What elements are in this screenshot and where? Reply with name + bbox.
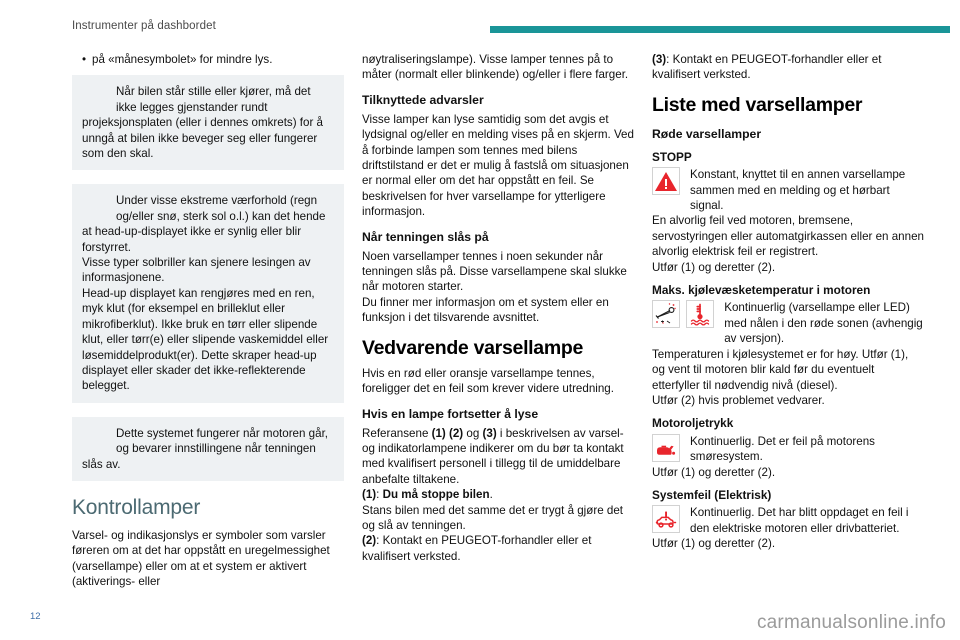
action-item-1-period: . xyxy=(489,488,493,502)
list-item: • på «månesymbolet» for mindre lys. xyxy=(82,52,344,67)
action-item-1-rest: Stans bilen med det samme det er trygt å… xyxy=(362,503,623,532)
info-icon xyxy=(88,426,110,456)
action-item-3-label: (3) xyxy=(652,53,667,66)
vedvarende-body: Hvis en rød eller oransje varsellampe te… xyxy=(362,366,614,396)
lamp-action-oil: Utfør (1) og deretter (2). xyxy=(652,465,776,479)
action-item-2: (2): Kontakt en PEUGEOT-forhandler eller… xyxy=(362,533,634,564)
lamp-inline-electric: Kontinuerlig. Det har blitt oppdaget en … xyxy=(690,506,909,535)
kontrollamper-body: Varsel- og indikasjonslys er symboler so… xyxy=(72,528,330,589)
lamp-name-coolant: Maks. kjølevæsketemperatur i motoren xyxy=(652,283,871,298)
lamp-name-stopp: STOPP xyxy=(652,149,692,164)
callout-info-line-1: Visse typer solbriller kan sjenere lesin… xyxy=(82,256,311,285)
lamp-inline-coolant: Kontinuerlig (varsellampe eller LED) med… xyxy=(724,301,923,346)
callout-warning: Når bilen står stille eller kjører, må d… xyxy=(72,75,344,171)
info-icon xyxy=(88,193,110,223)
continuation-paragraph: nøytraliseringslampe). Visse lamper tenn… xyxy=(362,53,629,82)
tilknyttede-advarsler-body: Visse lamper kan lyse samtidig som det a… xyxy=(362,112,634,219)
lamp-name-electric: Systemfeil (Elektrisk) xyxy=(652,487,772,502)
page-content: • på «månesymbolet» for mindre lys. Når … xyxy=(0,52,960,592)
section-title-vedvarende: Vedvarende varsellampe xyxy=(362,336,584,359)
warning-exclamation-icon xyxy=(88,84,110,114)
bullet-dot-icon: • xyxy=(82,53,87,66)
column-3: (3): Kontakt en PEUGEOT-forhandler eller… xyxy=(652,52,924,554)
lamp-icon-group xyxy=(652,505,683,534)
referanser-post: i beskrivelsen av varsel- og indikatorla… xyxy=(362,426,624,486)
lamp-entry-coolant: Maks. kjølevæsketemperatur i motoren xyxy=(652,283,924,408)
heading-hvis-en-lampe: Hvis en lampe fortsetter å lyse xyxy=(362,406,539,421)
action-item-2-colon: : xyxy=(376,534,383,548)
action-item-2-label: (2) xyxy=(362,534,377,548)
spanner-svg xyxy=(655,303,676,325)
bullet-text: på «månesymbolet» for mindre lys. xyxy=(92,53,273,66)
lamp-action-coolant: Utfør (2) hvis problemet vedvarer. xyxy=(652,393,825,407)
callout-info-text: Under visse ekstreme værforhold (regn og… xyxy=(82,194,326,254)
page-number: 12 xyxy=(30,611,41,622)
lamp-inline-stopp: Konstant, knyttet til en annen varsellam… xyxy=(690,168,906,213)
action-item-1-bold: Du må stoppe bilen xyxy=(382,488,490,502)
callout-info-engine: Dette systemet fungerer når motoren går,… xyxy=(72,416,344,481)
action-item-1: (1): Du må stoppe bilen. xyxy=(362,487,634,502)
page-footer: 12 carmanualsonline.info xyxy=(0,594,960,640)
oil-can-svg xyxy=(657,445,676,455)
page-title: Instrumenter på dashbordet xyxy=(72,20,216,32)
action-item-3-colon: : xyxy=(666,53,673,66)
lamp-entry-stopp: STOPP Konstant, knyttet til en annen var… xyxy=(652,150,924,275)
heading-rode-varsellamper: Røde varsellamper xyxy=(652,126,762,141)
action-item-2-text: Kontakt en PEUGEOT-forhandler eller et k… xyxy=(362,534,592,563)
warning-triangle-icon xyxy=(652,167,680,196)
callout-warning-text: Når bilen står stille eller kjører, må d… xyxy=(82,85,324,161)
lamp-icon-group xyxy=(652,167,683,196)
naar-tenningen-body-b: Du finner mer informasjon om et system e… xyxy=(362,295,609,325)
lamp-entry-oil: Motoroljetrykk Kontinuerlig. Det er feil… xyxy=(652,416,924,480)
referanser-mid: og xyxy=(463,426,483,440)
electric-car-fault-icon xyxy=(652,505,680,534)
heading-naar-tenningen: Når tenningen slås på xyxy=(362,229,489,244)
column-1: • på «månesymbolet» for mindre lys. Når … xyxy=(72,52,344,590)
callout-info-line-2: Head-up displayet kan rengjøres med en r… xyxy=(82,286,329,393)
lamp-name-oil: Motoroljetrykk xyxy=(652,416,734,431)
callout-info-display: Under visse ekstreme værforhold (regn og… xyxy=(72,184,344,403)
lamp-entry-electric: Systemfeil (Elektrisk) xyxy=(652,488,924,552)
heading-tilknyttede-advarsler: Tilknyttede advarsler xyxy=(362,92,484,107)
lamp-icon-group xyxy=(652,433,683,462)
section-title-kontrollamper: Kontrollamper xyxy=(72,495,201,519)
action-item-1-colon: : xyxy=(376,488,383,502)
referanser-paragraph: Referansene (1) (2) og (3) i beskrivelse… xyxy=(362,426,634,488)
action-item-1-label: (1) xyxy=(362,488,377,502)
lamp-action-stopp: Utfør (1) og deretter (2). xyxy=(652,260,776,274)
spanner-icon xyxy=(652,300,680,329)
referanser-ref-2: (3) xyxy=(482,426,497,440)
section-title-liste: Liste med varsellamper xyxy=(652,93,863,116)
car-fault-svg xyxy=(655,511,677,528)
lamp-body-coolant: Temperaturen i kjølesystemet er for høy.… xyxy=(652,347,909,392)
column-2: nøytraliseringslampe). Visse lamper tenn… xyxy=(362,52,634,564)
action-item-3: (3): Kontakt en PEUGEOT-forhandler eller… xyxy=(652,52,924,83)
lamp-inline-oil: Kontinuerlig. Det er feil på motorens sm… xyxy=(690,434,875,464)
watermark: carmanualsonline.info xyxy=(756,612,946,633)
action-item-3-text: Kontakt en PEUGEOT-forhandler eller et k… xyxy=(652,53,882,82)
lamp-icon-group xyxy=(652,300,717,329)
coolant-temperature-icon xyxy=(686,300,715,329)
lamp-body-stopp: En alvorlig feil ved motoren, bremsene, … xyxy=(652,214,924,259)
lamp-action-electric: Utfør (1) og deretter (2). xyxy=(652,537,776,551)
referanser-pre: Referansene xyxy=(362,426,432,440)
oil-pressure-icon xyxy=(652,433,680,462)
coolant-svg xyxy=(691,304,710,327)
naar-tenningen-body-a: Noen varsellamper tennes i noen sekunder… xyxy=(362,249,627,294)
page-header: Instrumenter på dashbordet xyxy=(0,0,960,40)
referanser-ref-1: (1) (2) xyxy=(431,426,464,440)
header-rule xyxy=(490,26,950,33)
callout-info-engine-text: Dette systemet fungerer når motoren går,… xyxy=(82,426,329,471)
